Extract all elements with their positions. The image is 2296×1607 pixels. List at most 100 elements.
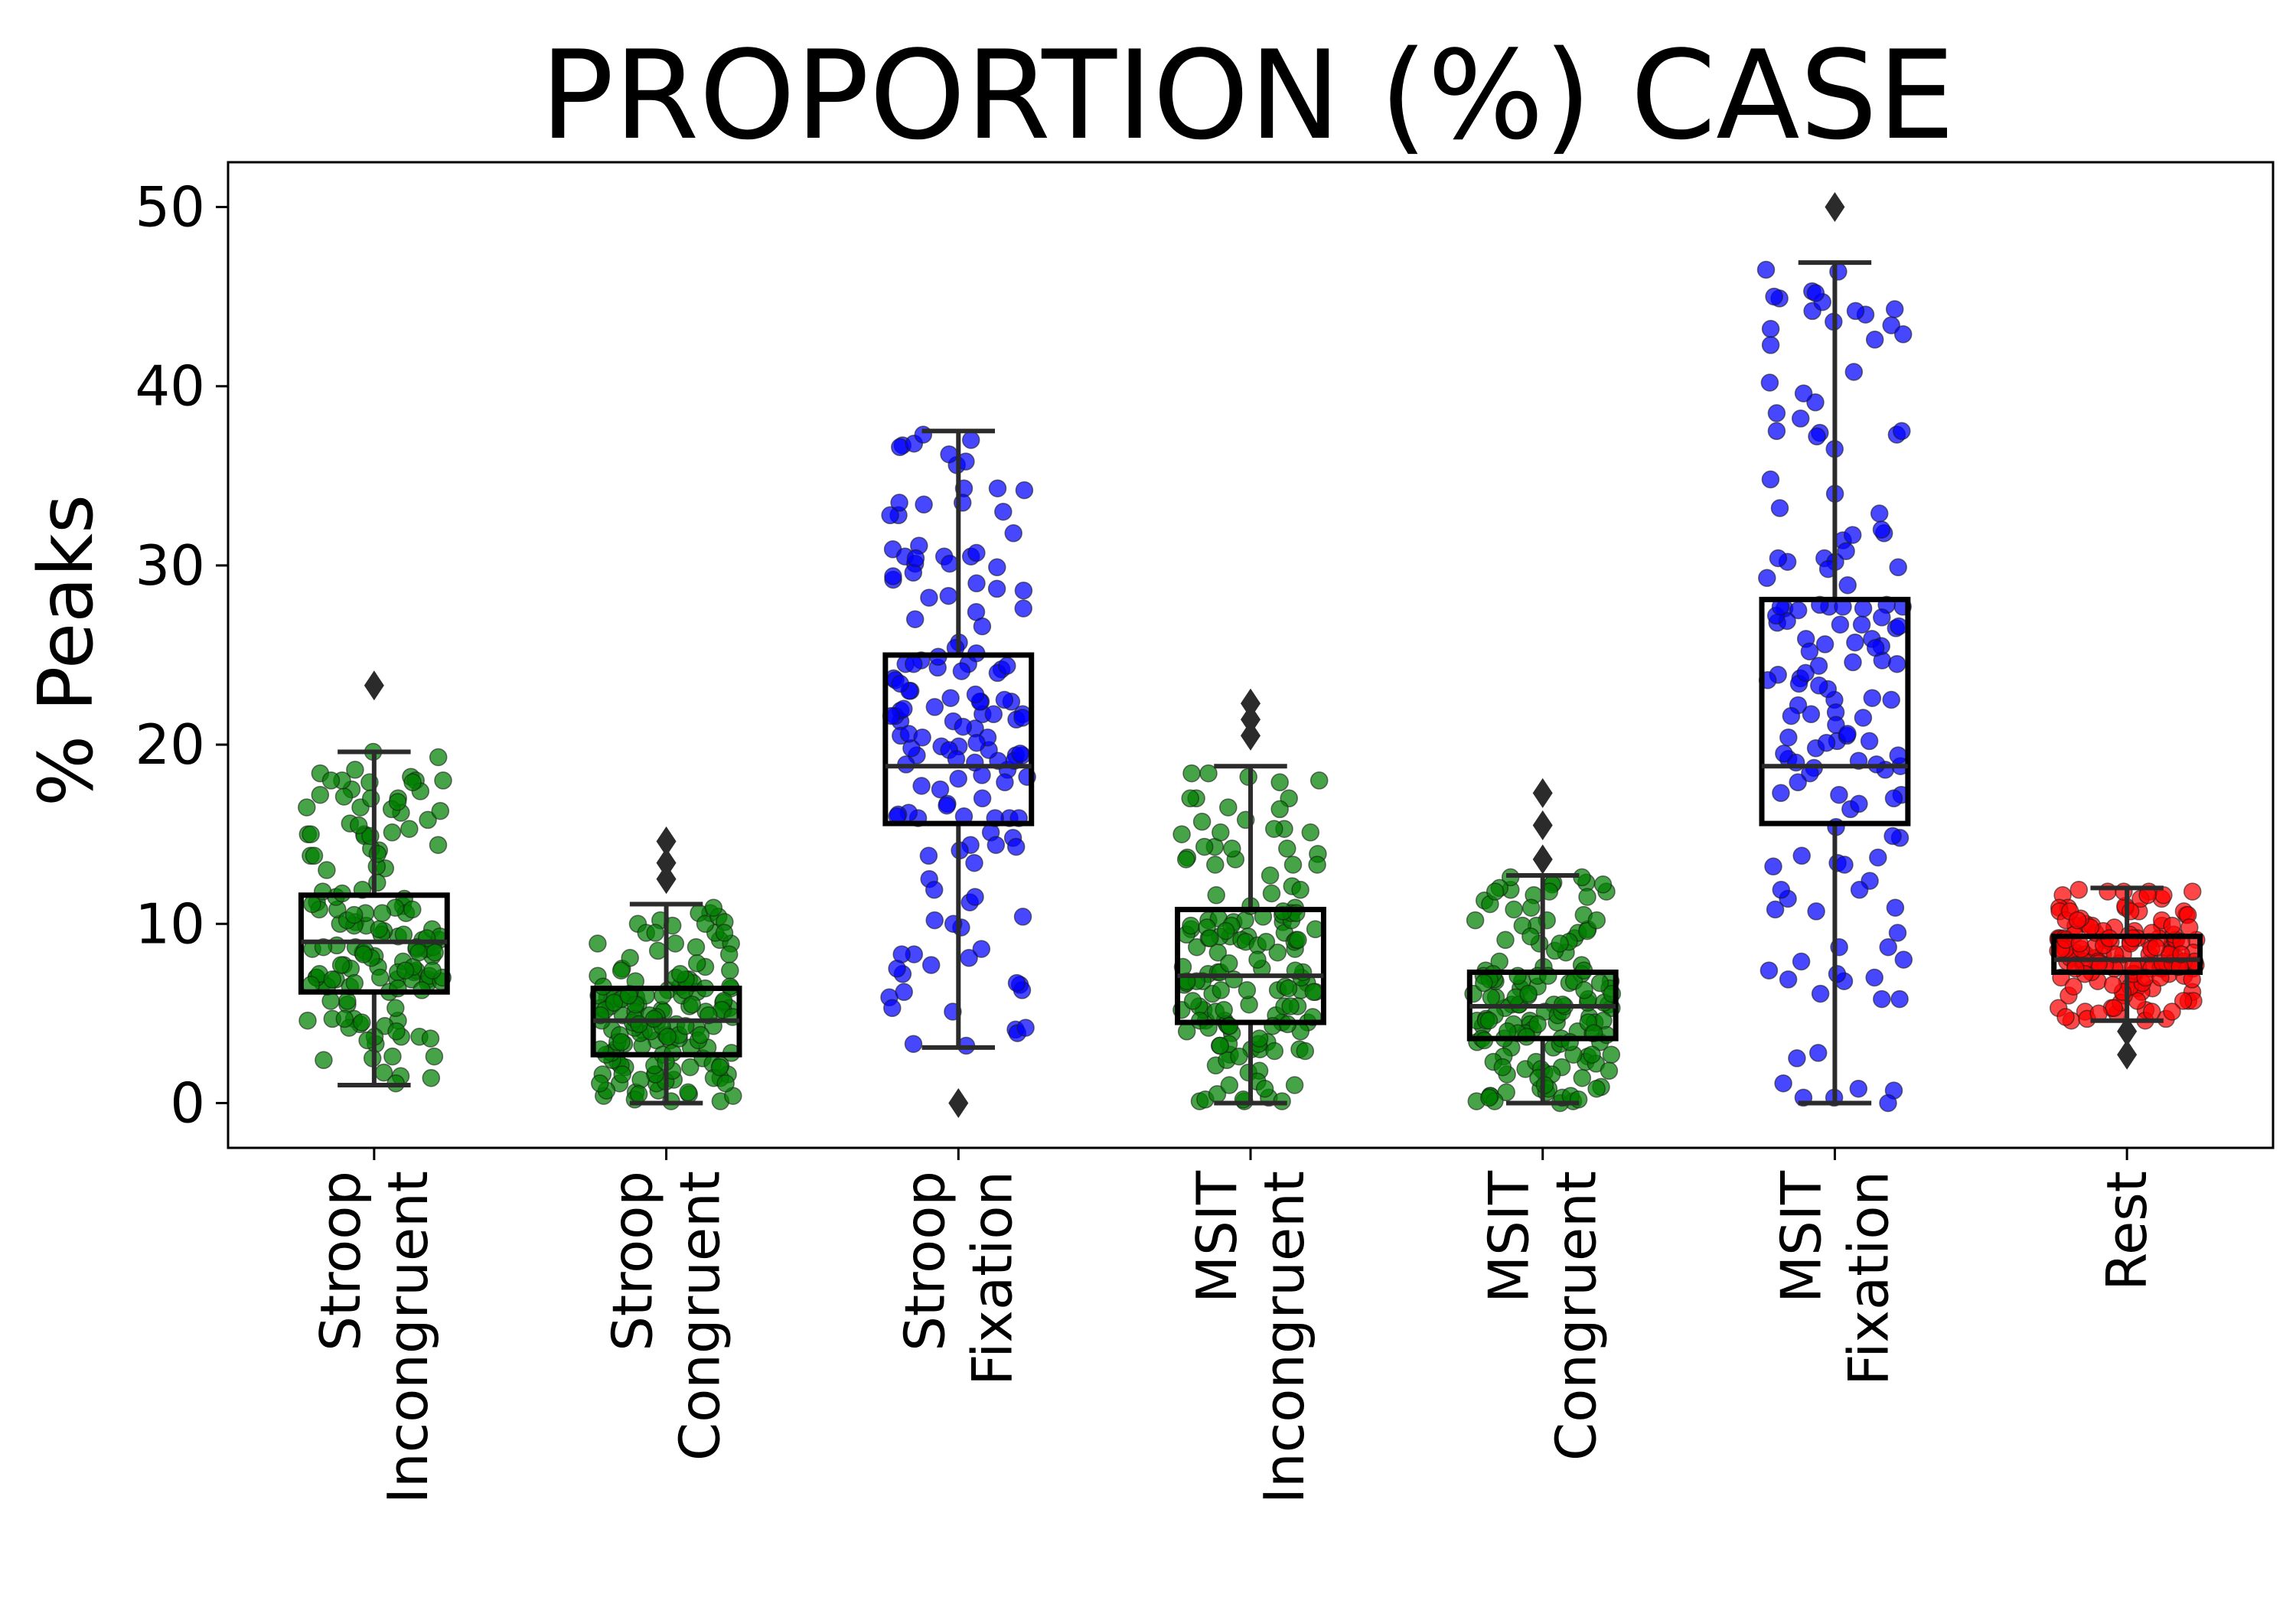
- data-point: [1831, 615, 1850, 634]
- data-point: [318, 861, 336, 879]
- data-point: [995, 690, 1014, 709]
- data-point: [1220, 954, 1238, 973]
- data-point: [1573, 1068, 1592, 1087]
- data-point: [1521, 898, 1541, 917]
- data-point: [666, 934, 685, 953]
- data-point: [305, 846, 324, 865]
- data-point: [1888, 924, 1907, 942]
- data-point: [630, 1015, 648, 1034]
- data-point: [683, 995, 702, 1014]
- data-point: [716, 1074, 735, 1093]
- data-point: [994, 502, 1013, 521]
- data-point: [1289, 931, 1307, 950]
- data-point: [1886, 898, 1905, 917]
- data-point: [298, 1011, 317, 1030]
- data-point: [1207, 886, 1225, 905]
- data-point: [1466, 911, 1485, 930]
- data-point: [1879, 937, 1897, 957]
- data-point: [1760, 961, 1779, 980]
- data-point: [1195, 837, 1214, 856]
- data-point: [2174, 992, 2193, 1010]
- data-point: [1270, 773, 1289, 792]
- data-point: [967, 574, 986, 593]
- data-point: [1004, 524, 1022, 543]
- data-point: [383, 823, 402, 842]
- data-point: [1176, 850, 1195, 869]
- data-point: [1887, 654, 1906, 673]
- data-point: [1846, 302, 1865, 321]
- data-point: [1285, 1076, 1304, 1094]
- data-point: [1505, 900, 1523, 919]
- data-point: [938, 796, 956, 815]
- y-axis-label: % Peaks: [23, 494, 110, 807]
- data-point: [1806, 284, 1825, 302]
- data-point: [2105, 999, 2123, 1018]
- data-point: [349, 816, 368, 835]
- data-point: [1296, 1041, 1315, 1061]
- data-point: [1569, 1090, 1588, 1109]
- data-point: [2142, 1002, 2161, 1021]
- data-point: [1265, 820, 1283, 838]
- data-point: [967, 543, 986, 562]
- data-point: [1772, 784, 1790, 803]
- data-point: [941, 554, 959, 573]
- data-point: [721, 961, 739, 980]
- data-point: [691, 1025, 710, 1045]
- y-tick-label: 50: [135, 175, 205, 240]
- data-point: [1308, 856, 1326, 874]
- box-iqr: [1175, 907, 1326, 1025]
- outlier-marker: [1241, 704, 1261, 735]
- data-point: [629, 1084, 648, 1103]
- data-point: [1279, 979, 1298, 998]
- data-point: [1583, 1045, 1601, 1064]
- data-point: [973, 766, 991, 784]
- data-point: [1182, 916, 1200, 935]
- data-point: [1850, 794, 1868, 813]
- x-tick-label-line: Fixation: [960, 1171, 1024, 1386]
- data-point: [920, 588, 938, 607]
- data-point: [1268, 943, 1287, 962]
- data-point: [1291, 881, 1309, 899]
- data-point: [345, 973, 364, 993]
- data-point: [1575, 981, 1593, 999]
- data-point: [1283, 856, 1303, 874]
- data-point: [1779, 728, 1798, 747]
- x-tick-label-line: Incongruent: [1252, 1171, 1316, 1504]
- data-point: [1854, 709, 1873, 727]
- data-point: [939, 586, 958, 605]
- data-point: [1772, 881, 1791, 899]
- data-point: [1212, 981, 1231, 999]
- data-point: [1788, 1049, 1806, 1068]
- outlier-marker: [1825, 192, 1845, 223]
- x-tick-label: StroopFixation: [892, 1171, 1024, 1386]
- data-point: [1835, 856, 1854, 874]
- outlier-marker: [1241, 720, 1261, 751]
- data-point: [1602, 1045, 1621, 1064]
- data-point: [1817, 733, 1836, 752]
- outlier-marker: [364, 670, 384, 701]
- x-tick-label-line: Stroop: [601, 1171, 665, 1351]
- data-point: [434, 771, 452, 790]
- data-point: [1838, 575, 1857, 595]
- data-point: [1761, 320, 1780, 338]
- data-point: [409, 943, 428, 962]
- data-point: [1764, 857, 1782, 876]
- data-point: [1769, 549, 1788, 568]
- outlier-marker: [656, 826, 677, 857]
- data-point: [1587, 1079, 1606, 1098]
- data-point: [1281, 997, 1300, 1015]
- data-point: [303, 895, 321, 914]
- data-point: [1844, 363, 1864, 381]
- box-iqr: [1759, 596, 1911, 826]
- data-point: [1815, 635, 1835, 654]
- data-point: [1802, 705, 1821, 724]
- data-point: [1212, 823, 1230, 842]
- data-point: [1188, 937, 1206, 957]
- box-iqr: [882, 652, 1035, 826]
- data-point: [298, 798, 316, 817]
- data-point: [1774, 1074, 1792, 1093]
- y-tick-label: 40: [135, 354, 205, 419]
- x-tick-label-line: Rest: [2095, 1171, 2159, 1291]
- outlier-marker: [2117, 1039, 2138, 1070]
- data-point: [1794, 384, 1813, 403]
